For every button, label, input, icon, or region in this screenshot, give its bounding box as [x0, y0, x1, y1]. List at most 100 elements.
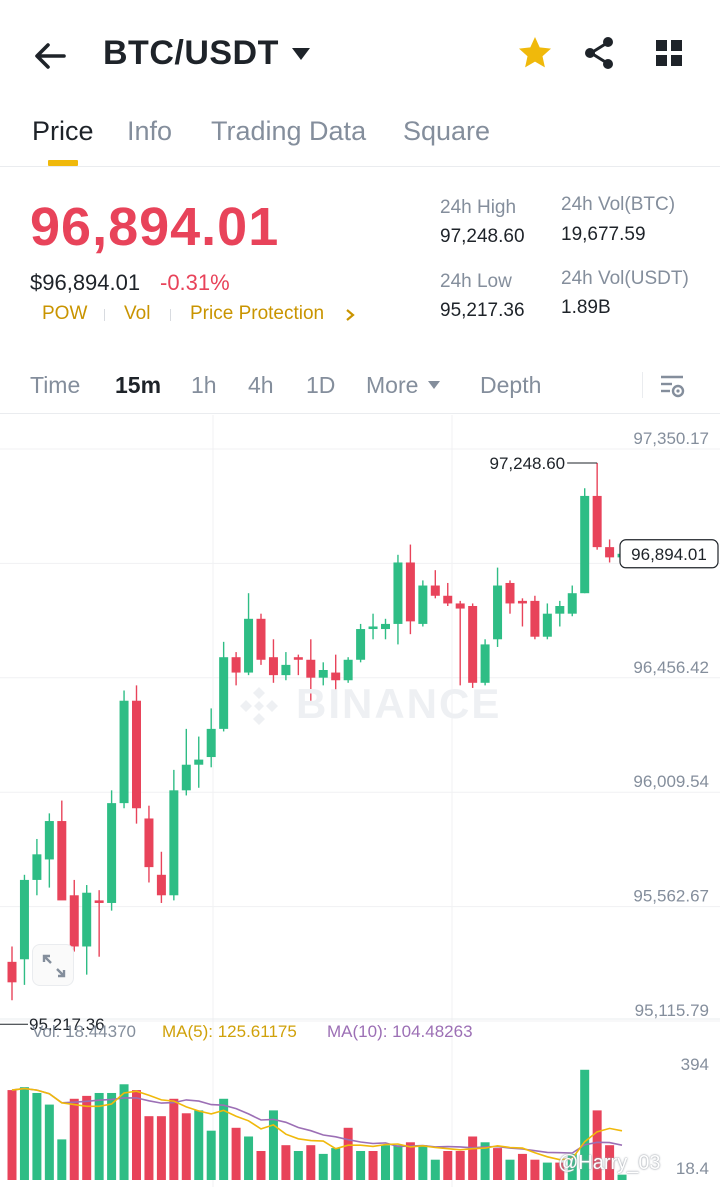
candlestick-chart[interactable]: 97,350.1796,903.2996,456.4296,009.5495,5… [0, 415, 720, 1187]
volume-bar [505, 1159, 515, 1180]
candle-body [144, 818, 154, 868]
usd-price: $96,894.01 [30, 270, 141, 295]
volume-bar [181, 1113, 191, 1180]
interval-1d[interactable]: 1D [306, 372, 336, 398]
volume-bar [517, 1153, 527, 1180]
candle-body [393, 562, 403, 624]
candle-body [356, 629, 366, 660]
candle-body [405, 562, 415, 622]
stat-vol-usdt-label: 24h Vol(USDT) [561, 268, 689, 289]
interval-bar: Time 15m 1h 4h 1D More Depth [0, 358, 720, 414]
volume-bar [455, 1150, 465, 1180]
candle-body [19, 879, 29, 960]
y-axis-tick-label: 96,009.54 [633, 772, 709, 791]
volume-bar [82, 1095, 92, 1180]
volume-bar [542, 1162, 552, 1180]
volume-bar [268, 1110, 278, 1180]
volume-ma5-line [11, 1087, 623, 1161]
volume-bar [443, 1150, 453, 1180]
price-change-percent: -0.31% [160, 270, 230, 295]
interval-more[interactable]: More [366, 372, 419, 398]
volume-bar [493, 1148, 503, 1180]
volume-bar [281, 1145, 291, 1180]
chevron-right-icon[interactable] [344, 308, 356, 322]
volume-bar [592, 1110, 602, 1180]
volume-bar [567, 1153, 577, 1180]
volume-bar [306, 1145, 316, 1180]
candle-body [231, 657, 241, 673]
candle-body [32, 854, 42, 880]
volume-bar [44, 1104, 54, 1180]
volume-bar [293, 1150, 303, 1180]
interval-1h[interactable]: 1h [191, 372, 217, 398]
volume-bar [119, 1084, 129, 1180]
volume-bar [356, 1150, 366, 1180]
max-marker-label: 97,248.60 [490, 454, 566, 473]
tag-price-protection[interactable]: Price Protection [190, 303, 325, 324]
interval-15m[interactable]: 15m [115, 372, 162, 398]
binance-logo-watermark [240, 687, 278, 725]
y-axis-tick-label: 97,350.17 [633, 429, 709, 448]
volume-bar [405, 1142, 415, 1180]
volume-bar [132, 1090, 141, 1180]
volume-bar [19, 1087, 29, 1180]
vol-legend-value: Vol: 18.44370 [32, 1022, 136, 1041]
volume-bar [430, 1159, 440, 1180]
candle-body [605, 547, 615, 558]
chart-settings-icon[interactable] [658, 372, 686, 400]
stat-low-value: 95,217.36 [440, 300, 525, 321]
pair-title[interactable]: BTC/USDT [103, 34, 279, 72]
volume-bar [580, 1069, 590, 1180]
candle-body [256, 618, 266, 660]
volume-bar [206, 1130, 216, 1180]
volume-axis-label: 394 [681, 1055, 709, 1074]
star-icon[interactable] [516, 34, 554, 72]
interval-4h[interactable]: 4h [248, 372, 274, 398]
tab-square[interactable]: Square [403, 116, 491, 146]
share-icon[interactable] [580, 34, 618, 72]
candle-body [219, 657, 229, 729]
active-tab-indicator [48, 160, 78, 166]
ma10-legend: MA(10): 104.48263 [327, 1022, 473, 1041]
volume-bar [530, 1159, 540, 1180]
candle-body [206, 728, 216, 758]
volume-bar [381, 1145, 390, 1180]
caret-down-icon[interactable] [427, 380, 441, 390]
caret-down-icon[interactable] [290, 46, 312, 62]
candle-body [418, 585, 428, 624]
volume-bar [617, 1174, 627, 1180]
volume-bar [331, 1148, 341, 1180]
volume-bar [169, 1098, 179, 1180]
volume-bar [343, 1127, 353, 1180]
last-price: 96,894.01 [30, 197, 280, 257]
candle-body [455, 603, 465, 609]
candle-body [107, 803, 117, 903]
back-arrow-icon[interactable] [30, 36, 70, 76]
tab-info[interactable]: Info [127, 116, 173, 146]
candle-body [381, 623, 390, 630]
tag-vol[interactable]: Vol [124, 303, 151, 324]
tab-trading-data[interactable]: Trading Data [211, 116, 367, 146]
stat-vol-btc-label: 24h Vol(BTC) [561, 194, 676, 215]
grid-icon[interactable] [650, 34, 688, 72]
volume-bar [468, 1136, 478, 1180]
volume-axis-label: 18.4 [676, 1159, 709, 1178]
last-price-tag-label: 96,894.01 [631, 545, 707, 564]
interval-time[interactable]: Time [30, 372, 81, 398]
volume-bar [57, 1139, 67, 1180]
tag-pow[interactable]: POW [42, 303, 88, 324]
candle-body [94, 900, 104, 903]
stat-vol-btc-value: 19,677.59 [561, 224, 646, 245]
volume-bar [94, 1092, 104, 1180]
candle-body [293, 657, 303, 660]
volume-ma10-line [11, 1087, 623, 1154]
candle-body [306, 659, 316, 678]
tab-price[interactable]: Price [32, 116, 94, 146]
interval-depth[interactable]: Depth [480, 372, 542, 398]
volume-bar [480, 1142, 490, 1180]
stat-low-label: 24h Low [440, 271, 512, 292]
expand-chart-button[interactable] [32, 944, 74, 986]
stat-high-value: 97,248.60 [440, 226, 525, 247]
stat-vol-usdt-value: 1.89B [561, 297, 611, 318]
volume-bar [318, 1153, 328, 1180]
